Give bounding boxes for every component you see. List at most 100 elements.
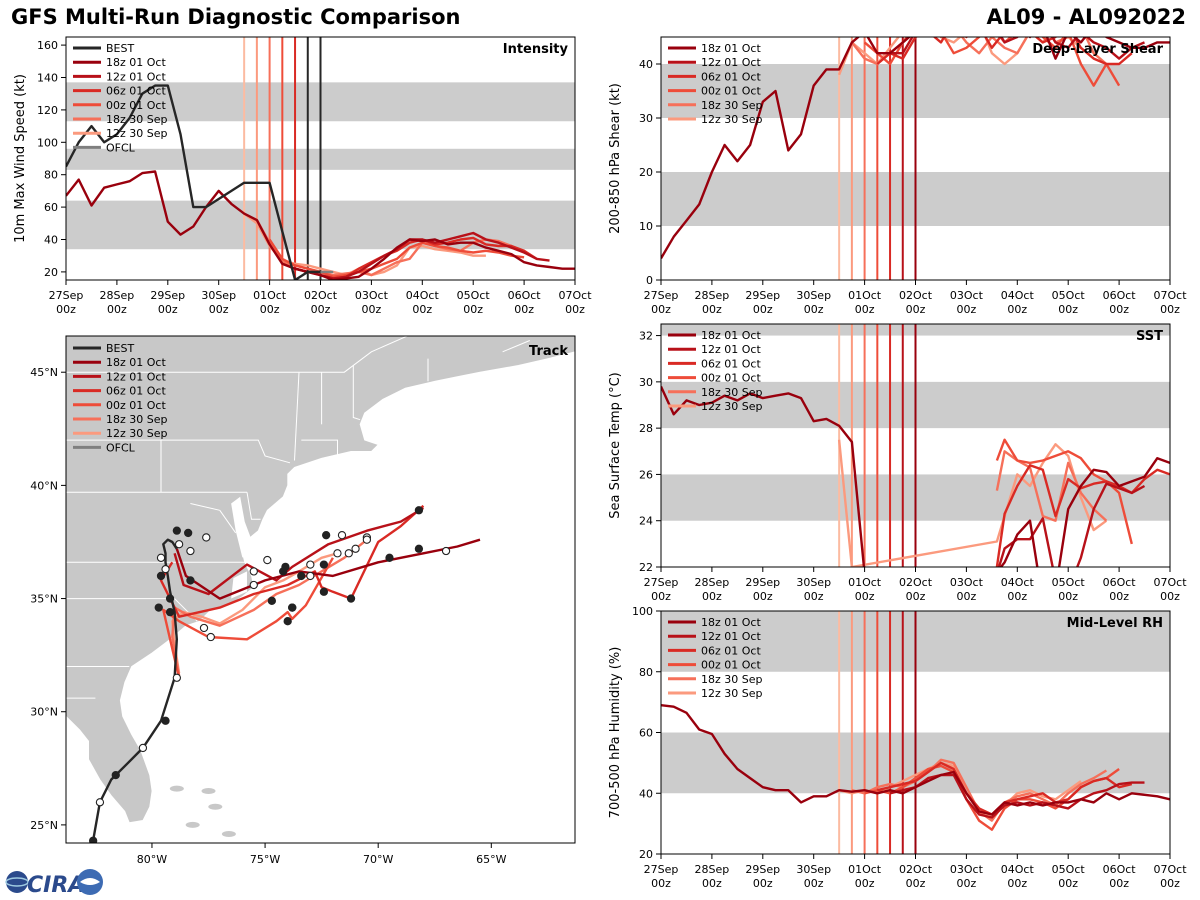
track-position-marker <box>95 798 105 807</box>
deep-layer-shear-xtick-label: 04Oct <box>1001 289 1035 302</box>
mid-level-rh-plot-area <box>661 611 1170 854</box>
sst-xtick-label: 00z <box>702 590 722 603</box>
deep-layer-shear-xtick-label: 07Oct <box>1153 289 1187 302</box>
intensity-xtick-label: 00z <box>260 303 280 316</box>
mid-level-rh-ylabel: 700-500 hPa Humidity (%) <box>608 647 623 819</box>
deep-layer-shear-title: Deep-Layer Shear <box>1032 42 1163 57</box>
track-position-marker <box>165 607 175 617</box>
intensity-legend-label: OFCL <box>106 141 136 154</box>
intensity-xtick-label: 00z <box>209 303 229 316</box>
track-position-marker <box>281 562 290 572</box>
track-legend-label: 12z 01 Oct <box>106 370 166 383</box>
track-position-marker <box>441 546 451 556</box>
mid-level-rh-xtick-label: 27Sep <box>644 863 679 876</box>
track-position-marker <box>319 560 329 569</box>
track-ytick-label: 25°N <box>30 819 58 832</box>
intensity-series-best <box>66 84 321 280</box>
mid-level-rh-xtick-label: 03Oct <box>950 863 984 876</box>
deep-layer-shear-ytick-label: 40 <box>639 58 653 71</box>
island <box>185 821 200 828</box>
sst-xtick-label: 29Sep <box>745 576 780 589</box>
deep-layer-shear-panel: 01020304027Sep00z28Sep00z29Sep00z30Sep00… <box>608 36 1187 316</box>
sst-xtick-label: 00z <box>651 590 671 603</box>
sst-panel: 22242628303227Sep00z28Sep00z29Sep00z30Se… <box>608 323 1187 603</box>
track-title: Track <box>529 344 568 359</box>
sst-plot-area <box>661 324 1170 567</box>
deep-layer-shear-xtick-label: 00z <box>651 303 671 316</box>
mid-level-rh-xtick-label: 00z <box>804 877 824 890</box>
mid-level-rh-panel: 2040608010027Sep00z28Sep00z29Sep00z30Sep… <box>608 605 1187 890</box>
intensity-xtick-label: 00z <box>565 303 585 316</box>
mid-level-rh-xtick-label: 30Sep <box>796 863 831 876</box>
state-border <box>190 503 220 511</box>
intensity-xtick-label: 06Oct <box>508 289 542 302</box>
deep-layer-shear-xtick-label: 02Oct <box>899 289 933 302</box>
mid-level-rh-xtick-label: 00z <box>1058 877 1078 890</box>
track-position-marker <box>202 533 211 542</box>
track-position-marker <box>351 544 360 553</box>
track-legend-label: 00z 01 Oct <box>106 399 166 412</box>
sst-xtick-label: 00z <box>1160 590 1180 603</box>
intensity-xtick-label: 07Oct <box>558 289 592 302</box>
track-position-marker <box>161 716 170 725</box>
deep-layer-shear-xtick-label: 06Oct <box>1103 289 1137 302</box>
sst-xtick-label: 00z <box>1007 590 1027 603</box>
island <box>169 785 184 792</box>
sst-series-12z-01-oct <box>997 482 1146 567</box>
intensity-xtick-label: 00z <box>158 303 178 316</box>
intensity-ytick-label: 80 <box>44 169 58 182</box>
sst-xtick-label: 00z <box>906 590 926 603</box>
sst-xtick-label: 27Sep <box>644 576 679 589</box>
deep-layer-shear-xtick-label: 00z <box>804 303 824 316</box>
sst-ytick-label: 28 <box>639 422 653 435</box>
sst-xtick-label: 07Oct <box>1153 576 1187 589</box>
deep-layer-shear-ytick-label: 10 <box>639 220 653 233</box>
state-border <box>502 340 530 353</box>
sst-ylabel: Sea Surface Temp (°C) <box>608 372 623 519</box>
mid-level-rh-ytick-label: 60 <box>639 727 653 740</box>
mid-level-rh-legend-label: 12z 30 Sep <box>701 687 763 700</box>
state-border <box>66 439 291 464</box>
deep-layer-shear-xtick-label: 30Sep <box>796 289 831 302</box>
track-position-marker <box>346 594 356 603</box>
mid-level-rh-xtick-label: 00z <box>651 877 671 890</box>
deep-layer-shear-xtick-label: 03Oct <box>950 289 984 302</box>
sst-xtick-label: 00z <box>855 590 875 603</box>
deep-layer-shear-xtick-label: 01Oct <box>848 289 882 302</box>
mid-level-rh-ytick-label: 40 <box>639 787 653 800</box>
track-position-marker <box>111 770 120 780</box>
intensity-xtick-label: 00z <box>107 303 127 316</box>
deep-layer-shear-ytick-label: 30 <box>639 112 653 125</box>
intensity-legend-label: 18z 01 Oct <box>106 56 166 69</box>
island <box>208 803 223 810</box>
mid-level-rh-xtick-label: 02Oct <box>899 863 933 876</box>
sst-ytick-label: 30 <box>639 376 653 389</box>
sst-legend-label: 18z 30 Sep <box>701 386 763 399</box>
sst-xtick-label: 02Oct <box>899 576 933 589</box>
deep-layer-shear-xtick-label: 00z <box>1007 303 1027 316</box>
deep-layer-shear-ytick-label: 20 <box>639 166 653 179</box>
deep-layer-shear-legend-label: 18z 30 Sep <box>701 99 763 112</box>
intensity-ylabel: 10m Max Wind Speed (kt) <box>13 74 28 243</box>
mid-level-rh-xtick-label: 05Oct <box>1052 863 1086 876</box>
sst-title: SST <box>1136 329 1163 344</box>
track-map-area <box>66 336 575 843</box>
intensity-xtick-label: 27Sep <box>49 289 84 302</box>
mid-level-rh-xtick-label: 04Oct <box>1001 863 1035 876</box>
sst-ytick-label: 22 <box>639 561 653 574</box>
sst-xtick-label: 06Oct <box>1103 576 1137 589</box>
track-position-marker <box>165 594 175 603</box>
deep-layer-shear-ytick-label: 0 <box>646 274 653 287</box>
track-position-marker <box>344 549 353 558</box>
track-position-marker <box>362 535 372 544</box>
deep-layer-shear-xtick-label: 00z <box>753 303 773 316</box>
mid-level-rh-legend-label: 18z 01 Oct <box>701 616 761 629</box>
state-border <box>66 336 409 373</box>
deep-layer-shear-xtick-label: 27Sep <box>644 289 679 302</box>
intensity-panel: 2040608010012014016027Sep00z28Sep00z29Se… <box>13 36 592 316</box>
deep-layer-shear-series-12z-01-oct <box>890 37 1145 60</box>
sst-ytick-label: 24 <box>639 515 653 528</box>
island <box>221 830 236 837</box>
state-border <box>301 439 338 456</box>
